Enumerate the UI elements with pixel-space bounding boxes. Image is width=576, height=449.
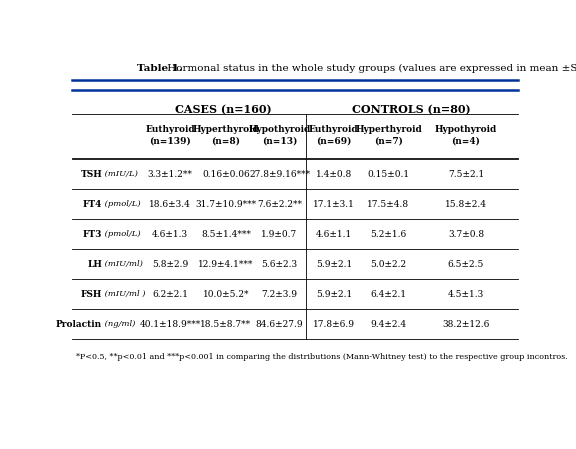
Text: 3.3±1.2**: 3.3±1.2** bbox=[148, 170, 192, 179]
Text: 8.5±1.4***: 8.5±1.4*** bbox=[201, 230, 251, 239]
Text: Euthyroid: Euthyroid bbox=[309, 125, 359, 134]
Text: 5.9±2.1: 5.9±2.1 bbox=[316, 290, 352, 299]
Text: LH: LH bbox=[87, 260, 102, 269]
Text: (n=8): (n=8) bbox=[211, 137, 241, 146]
Text: 4.6±1.3: 4.6±1.3 bbox=[152, 230, 188, 239]
Text: 5.2±1.6: 5.2±1.6 bbox=[370, 230, 407, 239]
Text: Hypothyroid: Hypothyroid bbox=[435, 125, 497, 134]
Text: TSH: TSH bbox=[81, 170, 102, 179]
Text: 27.8±9.16***: 27.8±9.16*** bbox=[249, 170, 310, 179]
Text: 15.8±2.4: 15.8±2.4 bbox=[445, 200, 487, 209]
Text: (n=13): (n=13) bbox=[262, 137, 297, 146]
Text: (ng/ml): (ng/ml) bbox=[102, 320, 135, 328]
Text: 4.6±1.1: 4.6±1.1 bbox=[316, 230, 352, 239]
Text: (mIU/L): (mIU/L) bbox=[102, 170, 138, 178]
Text: (mIU/ml ): (mIU/ml ) bbox=[102, 290, 146, 298]
Text: 5.8±2.9: 5.8±2.9 bbox=[152, 260, 188, 269]
Text: 6.4±2.1: 6.4±2.1 bbox=[370, 290, 407, 299]
Text: (n=7): (n=7) bbox=[374, 137, 403, 146]
Text: Euthyroid: Euthyroid bbox=[145, 125, 195, 134]
Text: 7.2±3.9: 7.2±3.9 bbox=[262, 290, 298, 299]
Text: 4.5±1.3: 4.5±1.3 bbox=[448, 290, 484, 299]
Text: CONTROLS (n=80): CONTROLS (n=80) bbox=[352, 104, 471, 115]
Text: 7.5±2.1: 7.5±2.1 bbox=[448, 170, 484, 179]
Text: 17.8±6.9: 17.8±6.9 bbox=[313, 320, 355, 329]
Text: 38.2±12.6: 38.2±12.6 bbox=[442, 320, 490, 329]
Text: 17.5±4.8: 17.5±4.8 bbox=[367, 200, 410, 209]
Text: 6.5±2.5: 6.5±2.5 bbox=[448, 260, 484, 269]
Text: Hormonal status in the whole study groups (values are expressed in mean ±SD): Hormonal status in the whole study group… bbox=[164, 64, 576, 73]
Text: Hyperthyroid: Hyperthyroid bbox=[192, 125, 259, 134]
Text: 9.4±2.4: 9.4±2.4 bbox=[370, 320, 407, 329]
Text: (n=4): (n=4) bbox=[452, 137, 480, 146]
Text: Hyperthyroid: Hyperthyroid bbox=[355, 125, 422, 134]
Text: 12.9±4.1***: 12.9±4.1*** bbox=[198, 260, 253, 269]
Text: *P<0.5, **p<0.01 and ***p<0.001 in comparing the distributions (Mann-Whitney tes: *P<0.5, **p<0.01 and ***p<0.001 in compa… bbox=[77, 353, 568, 361]
Text: Table 1.: Table 1. bbox=[137, 64, 183, 73]
Text: (n=139): (n=139) bbox=[149, 137, 191, 146]
Text: 1.9±0.7: 1.9±0.7 bbox=[262, 230, 298, 239]
Text: 5.0±2.2: 5.0±2.2 bbox=[370, 260, 407, 269]
Text: 5.9±2.1: 5.9±2.1 bbox=[316, 260, 352, 269]
Text: 10.0±5.2*: 10.0±5.2* bbox=[203, 290, 249, 299]
Text: FT3: FT3 bbox=[82, 230, 102, 239]
Text: (pmol/L): (pmol/L) bbox=[102, 200, 141, 208]
Text: 3.7±0.8: 3.7±0.8 bbox=[448, 230, 484, 239]
Text: Hypothyroid: Hypothyroid bbox=[248, 125, 310, 134]
Text: 1.4±0.8: 1.4±0.8 bbox=[316, 170, 352, 179]
Text: 17.1±3.1: 17.1±3.1 bbox=[313, 200, 355, 209]
Text: Prolactin: Prolactin bbox=[56, 320, 102, 329]
Text: 5.6±2.3: 5.6±2.3 bbox=[262, 260, 298, 269]
Text: FT4: FT4 bbox=[83, 200, 102, 209]
Text: 0.15±0.1: 0.15±0.1 bbox=[367, 170, 410, 179]
Text: 7.6±2.2**: 7.6±2.2** bbox=[257, 200, 302, 209]
Text: 18.5±8.7**: 18.5±8.7** bbox=[200, 320, 252, 329]
Text: (n=69): (n=69) bbox=[316, 137, 351, 146]
Text: FSH: FSH bbox=[81, 290, 102, 299]
Text: CASES (n=160): CASES (n=160) bbox=[176, 104, 272, 115]
Text: (pmol/L): (pmol/L) bbox=[102, 230, 141, 238]
Text: (mIU/ml): (mIU/ml) bbox=[102, 260, 143, 268]
Text: 40.1±18.9***: 40.1±18.9*** bbox=[139, 320, 201, 329]
Text: 31.7±10.9***: 31.7±10.9*** bbox=[195, 200, 256, 209]
Text: 18.6±3.4: 18.6±3.4 bbox=[149, 200, 191, 209]
Text: 84.6±27.9: 84.6±27.9 bbox=[256, 320, 304, 329]
Text: 6.2±2.1: 6.2±2.1 bbox=[152, 290, 188, 299]
Text: 0.16±0.06: 0.16±0.06 bbox=[202, 170, 250, 179]
